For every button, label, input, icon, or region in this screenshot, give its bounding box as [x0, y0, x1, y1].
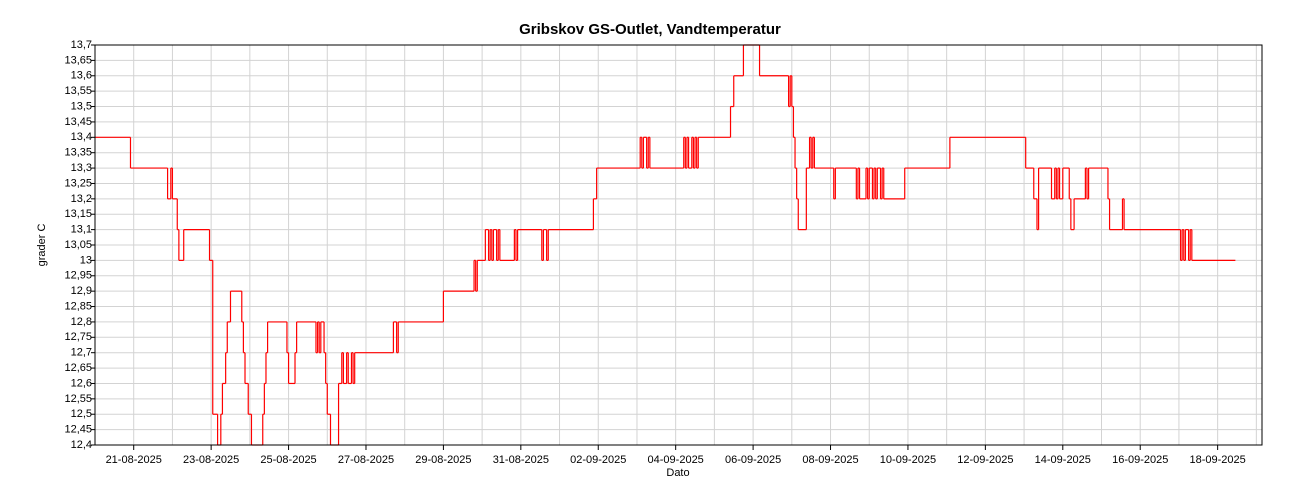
y-tick-label: 12,45 [64, 424, 92, 436]
y-tick-label: 12,8 [71, 316, 92, 328]
x-tick-label: 31-08-2025 [493, 454, 549, 466]
x-tick-label: 08-09-2025 [802, 454, 858, 466]
y-tick-label: 13,55 [64, 85, 92, 97]
x-tick-label: 12-09-2025 [957, 454, 1013, 466]
x-tick-label: 02-09-2025 [570, 454, 626, 466]
y-tick-label: 13,35 [64, 147, 92, 159]
y-tick-label: 13,3 [71, 162, 92, 174]
y-tick-label: 12,7 [71, 347, 92, 359]
x-tick-label: 27-08-2025 [338, 454, 394, 466]
x-tick-label: 04-09-2025 [648, 454, 704, 466]
y-tick-label: 12,55 [64, 393, 92, 405]
grid [95, 44, 1262, 446]
y-tick-label: 13,65 [64, 54, 92, 66]
y-tick-label: 12,6 [71, 377, 92, 389]
y-tick-label: 12,9 [71, 285, 92, 297]
y-tick-label: 12,4 [71, 439, 92, 451]
y-tick-label: 13,4 [71, 131, 92, 143]
x-tick-label: 21-08-2025 [106, 454, 162, 466]
y-tick-label: 12,75 [64, 331, 92, 343]
y-tick-label: 13,15 [64, 208, 92, 220]
y-tick-label: 13,2 [71, 193, 92, 205]
y-tick-label: 13 [80, 254, 92, 266]
y-tick-label: 13,7 [71, 39, 92, 51]
y-tick-label: 13,6 [71, 70, 92, 82]
y-tick-label: 12,85 [64, 300, 92, 312]
x-axis-label: Dato [666, 467, 689, 479]
x-tick-label: 10-09-2025 [880, 454, 936, 466]
x-tick-label: 16-09-2025 [1112, 454, 1168, 466]
y-tick-label: 13,45 [64, 116, 92, 128]
y-axis-label: grader C [36, 224, 48, 267]
x-tick-label: 29-08-2025 [415, 454, 471, 466]
x-tick-label: 23-08-2025 [183, 454, 239, 466]
y-tick-label: 12,5 [71, 408, 92, 420]
y-tick-label: 13,25 [64, 177, 92, 189]
y-tick-label: 12,65 [64, 362, 92, 374]
y-tick-label: 12,95 [64, 270, 92, 282]
y-tick-label: 13,1 [71, 224, 92, 236]
plot [95, 44, 1236, 446]
x-tick-label: 14-09-2025 [1035, 454, 1091, 466]
x-tick-label: 06-09-2025 [725, 454, 781, 466]
y-tick-label: 13,05 [64, 239, 92, 251]
y-tick-label: 13,5 [71, 100, 92, 112]
x-tick-label: 18-09-2025 [1190, 454, 1246, 466]
x-tick-label: 25-08-2025 [260, 454, 316, 466]
chart-title: Gribskov GS-Outlet, Vandtemperatur [519, 21, 781, 38]
